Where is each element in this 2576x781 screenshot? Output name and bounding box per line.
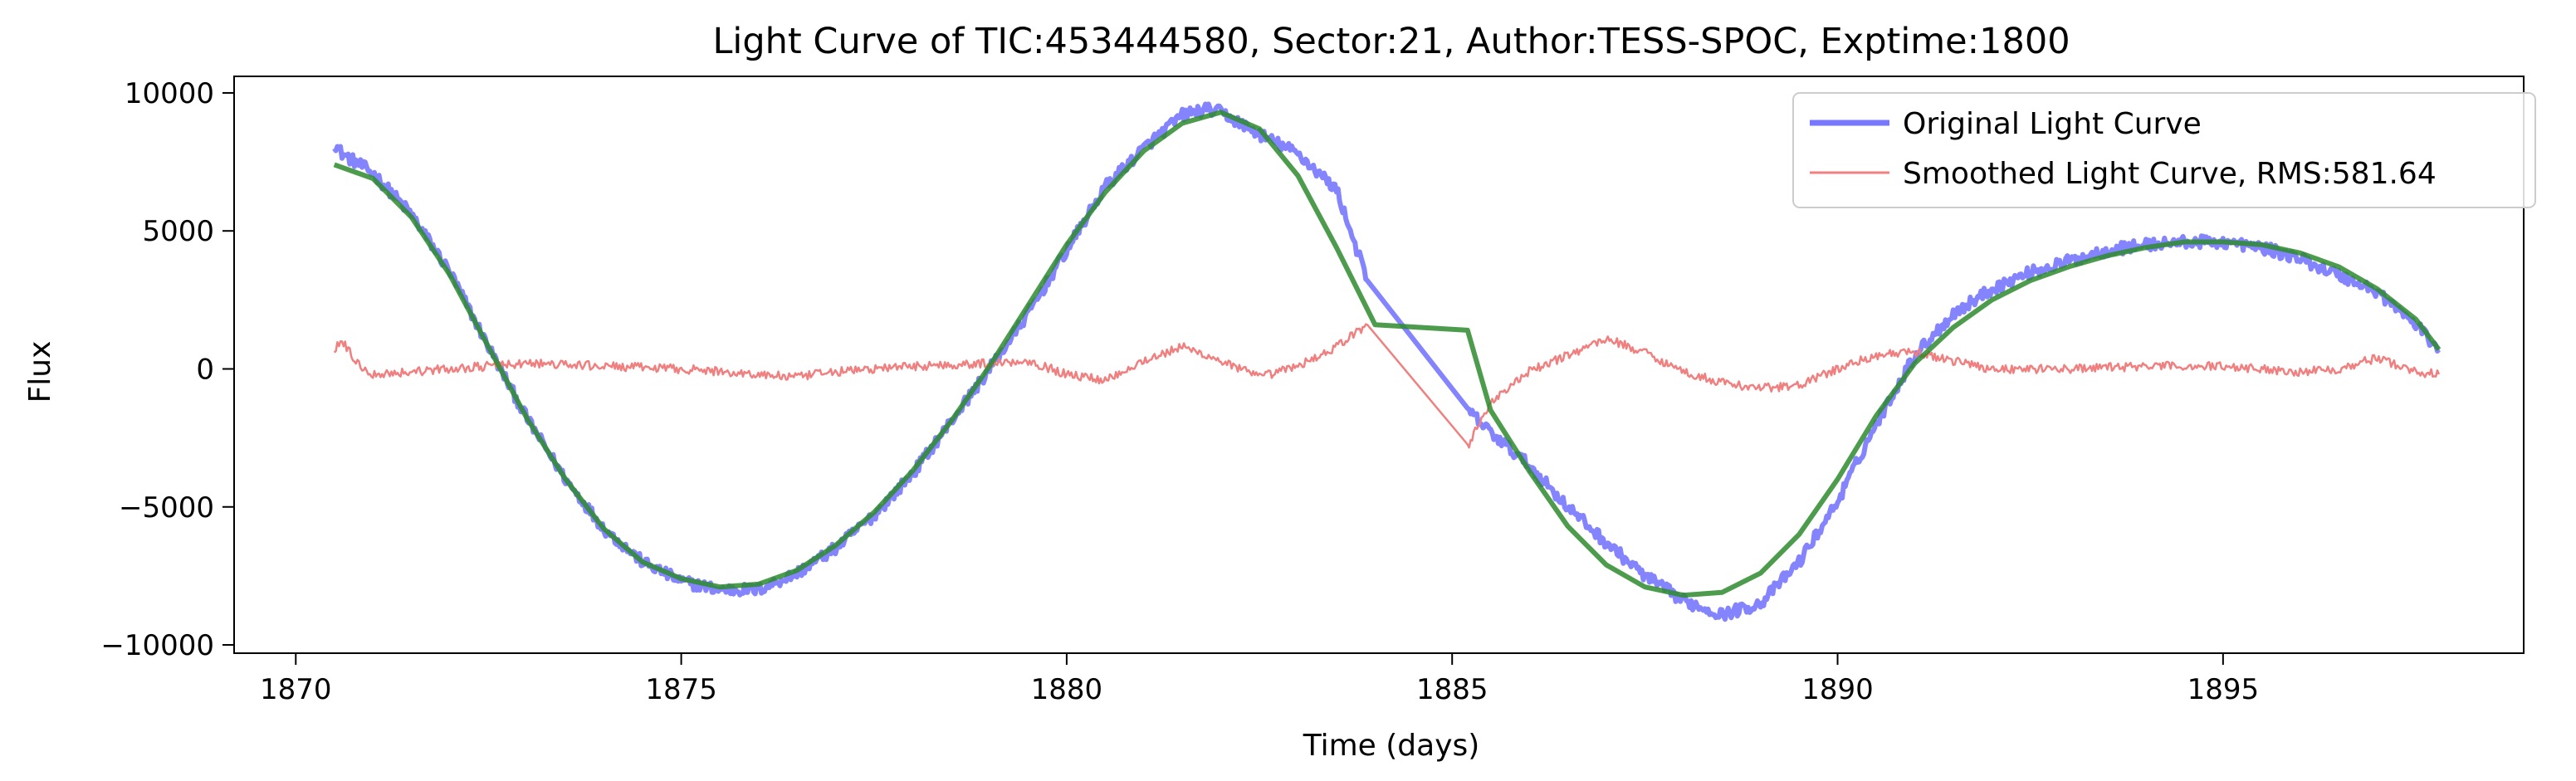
legend-label-smoothed: Smoothed Light Curve, RMS:581.64 — [1903, 157, 2437, 191]
x-tick-label: 1880 — [1031, 673, 1103, 706]
y-tick-label: 10000 — [125, 77, 214, 110]
x-tick-label: 1895 — [2187, 673, 2260, 706]
series-layer — [332, 101, 2442, 622]
x-tick-label: 1870 — [260, 673, 332, 706]
legend-box — [1792, 92, 2536, 208]
x-tick-label: 1890 — [1801, 673, 1874, 706]
y-tick-label: −5000 — [119, 491, 214, 525]
x-tick-label: 1875 — [645, 673, 717, 706]
legend: Original Light Curve Smoothed Light Curv… — [1792, 92, 2536, 208]
y-tick-label: 0 — [196, 353, 214, 386]
series-fit-line — [333, 110, 2442, 598]
x-axis-ticks: 1870 1875 1880 1885 1890 1895 — [260, 653, 2259, 706]
y-tick-label: −10000 — [100, 629, 214, 662]
y-axis-label: Flux — [23, 341, 57, 403]
plot-area — [233, 76, 2525, 654]
legend-label-original: Original Light Curve — [1903, 107, 2202, 141]
y-axis-ticks: −10000 −5000 0 5000 10000 — [100, 77, 234, 662]
x-tick-label: 1885 — [1416, 673, 1488, 706]
chart-title: Light Curve of TIC:453444580, Sector:21,… — [712, 21, 2070, 62]
axes-frame — [233, 76, 2525, 654]
x-axis-label: Time (days) — [1303, 729, 1480, 763]
y-tick-label: 5000 — [142, 215, 214, 248]
series-smoothed-line — [333, 323, 2441, 449]
